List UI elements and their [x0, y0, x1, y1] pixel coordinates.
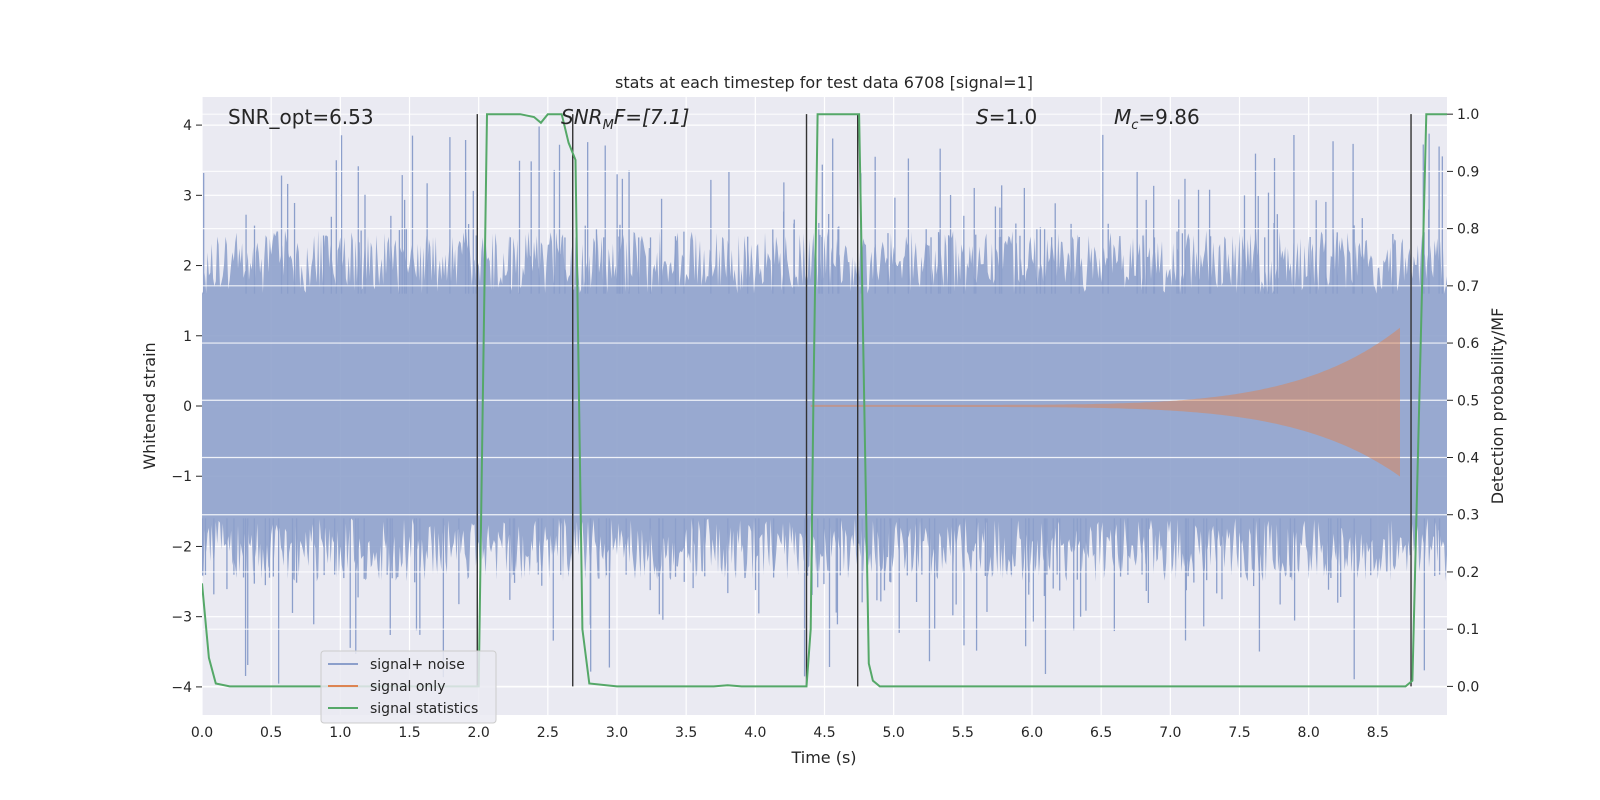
- x-tick-label: 3.0: [606, 725, 628, 741]
- annotation-s: S=1.0: [976, 105, 1037, 129]
- x-tick-label: 0.5: [260, 725, 282, 741]
- y-left-tick-label: −1: [171, 469, 192, 485]
- y-right-tick-label: 0.9: [1457, 164, 1479, 180]
- y-left-tick-label: 4: [183, 118, 192, 134]
- x-tick-label: 6.5: [1090, 725, 1112, 741]
- s-variable: S: [976, 105, 989, 129]
- snr-mf-rest: F=[7.1]: [614, 105, 690, 129]
- y-right-tick-label: 0.8: [1457, 222, 1479, 238]
- x-tick-label: 2.5: [537, 725, 559, 741]
- x-tick-label: 1.5: [398, 725, 420, 741]
- x-tick-label: 4.5: [813, 725, 835, 741]
- y-right-tick-label: 0.2: [1457, 565, 1479, 581]
- x-tick-label: 8.5: [1367, 725, 1389, 741]
- mc-variable: M: [1114, 105, 1131, 129]
- legend: signal+ noise signal only signal statist…: [320, 650, 497, 724]
- x-tick-label: 8.0: [1298, 725, 1320, 741]
- y-left-tick-label: −2: [171, 539, 192, 555]
- x-tick-label: 5.0: [883, 725, 905, 741]
- y-right-tick-label: 0.0: [1457, 679, 1479, 695]
- legend-box: [320, 650, 497, 724]
- x-tick-label: 3.5: [675, 725, 697, 741]
- y-right-axis-label: Detection probability/MF: [1488, 308, 1507, 505]
- y-right-tick-label: 1.0: [1457, 107, 1479, 123]
- y-right-tick-label: 0.6: [1457, 336, 1479, 352]
- legend-label-signal-only: signal only: [370, 679, 445, 695]
- x-tick-label: 7.0: [1159, 725, 1181, 741]
- annotation-snr-opt: SNR_opt=6.53: [228, 105, 374, 129]
- legend-label-signal-noise: signal+ noise: [370, 657, 465, 673]
- series-signal-noise-spikes: [202, 126, 1443, 684]
- mc-rest: =9.86: [1138, 105, 1199, 129]
- y-right-tick-label: 0.1: [1457, 622, 1479, 638]
- y-left-tick-label: 2: [183, 259, 192, 275]
- y-right-axis-ticks: 1.0 0.9 0.8 0.7 0.6 0.5 0.4 0.3 0.2 0.1 0.0: [1447, 107, 1479, 695]
- snr-mf-variable: SNR: [561, 105, 603, 129]
- x-tick-label: 4.0: [744, 725, 766, 741]
- y-left-tick-label: 3: [183, 188, 192, 204]
- x-axis-ticks: 0.0 0.5 1.0 1.5 2.0 2.5 3.0 3.5 4.0 4.5 5.0 5.5 6.0 6…: [191, 725, 1389, 741]
- legend-label-signal-statistics: signal statistics: [370, 701, 478, 717]
- y-left-tick-label: 1: [183, 329, 192, 345]
- y-right-tick-label: 0.3: [1457, 508, 1479, 524]
- y-left-tick-label: 0: [183, 399, 192, 415]
- x-tick-label: 5.5: [952, 725, 974, 741]
- x-tick-label: 1.0: [329, 725, 351, 741]
- x-tick-label: 2.0: [468, 725, 490, 741]
- y-right-tick-label: 0.4: [1457, 451, 1479, 467]
- series-signal-only: [810, 327, 1400, 477]
- x-tick-label: 0.0: [191, 725, 213, 741]
- mc-subscript: c: [1131, 118, 1138, 133]
- x-tick-label: 6.0: [1021, 725, 1043, 741]
- y-left-axis-label: Whitened strain: [140, 342, 159, 469]
- y-left-tick-label: −3: [171, 610, 192, 626]
- annotation-mc: Mc=9.86: [1114, 105, 1200, 133]
- annotation-snr-mf: SNRMF=[7.1]: [561, 105, 689, 133]
- y-left-tick-label: −4: [171, 680, 192, 696]
- snr-mf-subscript: M: [603, 118, 614, 133]
- y-left-axis-ticks: 4 3 2 1 0 −1 −2 −3 −4: [171, 118, 202, 696]
- s-rest: =1.0: [989, 105, 1038, 129]
- chart-title: stats at each timestep for test data 670…: [615, 73, 1033, 92]
- y-right-tick-label: 0.5: [1457, 393, 1479, 409]
- vertical-markers: [476, 114, 1412, 687]
- x-axis-label: Time (s): [790, 748, 856, 767]
- x-tick-label: 7.5: [1228, 725, 1250, 741]
- y-right-tick-label: 0.7: [1457, 279, 1479, 295]
